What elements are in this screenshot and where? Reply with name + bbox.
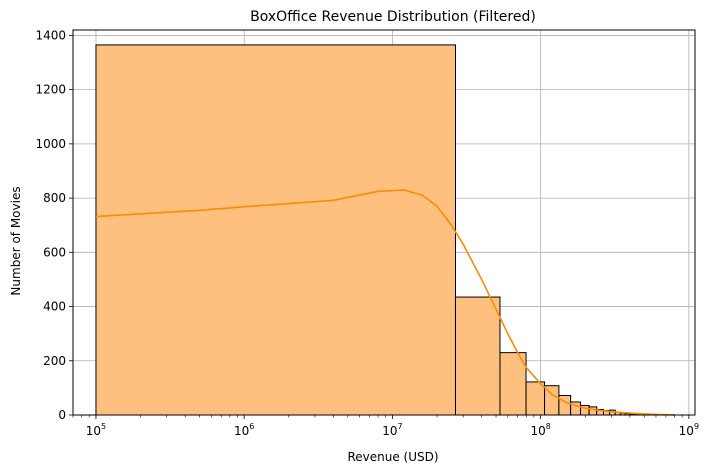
histogram-bar bbox=[499, 352, 527, 416]
chart-title: BoxOffice Revenue Distribution (Filtered… bbox=[250, 9, 536, 25]
y-tick-label: 1400 bbox=[35, 28, 66, 42]
x-axis-label: Revenue (USD) bbox=[347, 450, 438, 464]
y-tick-label: 200 bbox=[43, 354, 66, 368]
histogram-bar bbox=[454, 296, 501, 416]
histogram-bars bbox=[95, 44, 675, 416]
histogram-bar bbox=[525, 381, 546, 416]
kde-curve-layer bbox=[95, 189, 675, 416]
y-tick-label: 1000 bbox=[35, 137, 66, 151]
kde-line bbox=[95, 189, 675, 416]
y-axis-label: Number of Movies bbox=[9, 186, 23, 295]
y-tick-label: 400 bbox=[43, 300, 66, 314]
y-tick-label: 600 bbox=[43, 245, 66, 259]
histogram-bar bbox=[588, 406, 598, 416]
y-tick-label: 1200 bbox=[35, 83, 66, 97]
histogram-bar bbox=[95, 44, 456, 416]
plot-frame bbox=[72, 29, 696, 416]
histogram-bar bbox=[558, 394, 572, 416]
x-tick-label: 106 bbox=[234, 422, 254, 438]
x-tick-label: 105 bbox=[86, 422, 106, 438]
x-tick-label: 109 bbox=[679, 422, 699, 438]
y-tick-label: 800 bbox=[43, 191, 66, 205]
x-tick-label: 108 bbox=[530, 422, 550, 438]
x-tick-label: 107 bbox=[382, 422, 402, 438]
y-tick-label: 0 bbox=[58, 408, 66, 422]
